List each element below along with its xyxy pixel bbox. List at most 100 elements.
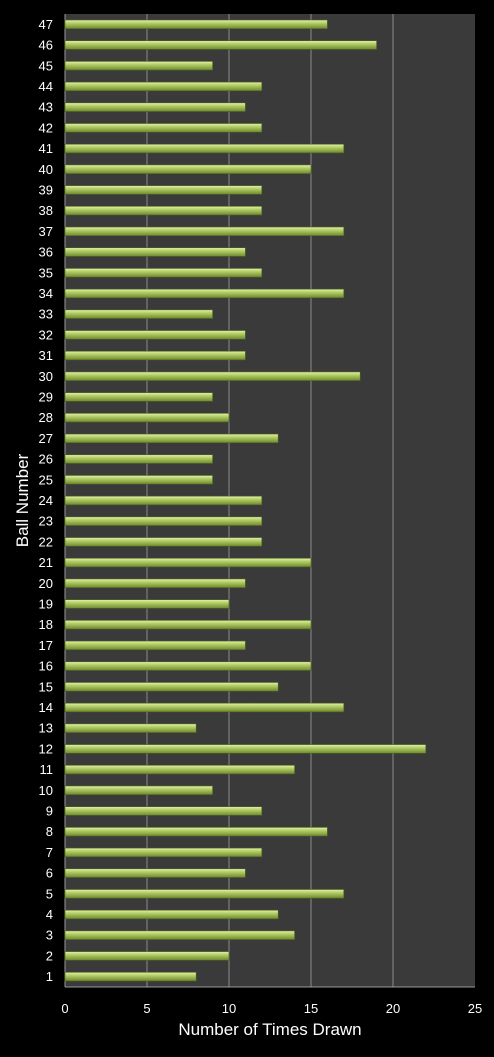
x-tick-labels: 0 5 10 15 20 25 bbox=[61, 1001, 482, 1016]
y-tick-label: 13 bbox=[39, 721, 53, 736]
y-tick-label: 40 bbox=[39, 162, 53, 177]
y-tick-label: 38 bbox=[39, 203, 53, 218]
y-tick-label: 47 bbox=[39, 17, 53, 32]
y-tick-label: 20 bbox=[39, 576, 53, 591]
y-tick-label: 5 bbox=[46, 886, 53, 901]
bar bbox=[64, 951, 230, 961]
y-tick-label: 39 bbox=[39, 182, 53, 197]
y-tick-label: 15 bbox=[39, 679, 53, 694]
y-tick-label: 18 bbox=[39, 617, 53, 632]
bar bbox=[64, 102, 246, 112]
bars bbox=[64, 19, 427, 982]
x-tick-label: 10 bbox=[222, 1001, 236, 1016]
y-tick-label: 2 bbox=[46, 948, 53, 963]
y-tick-label: 25 bbox=[39, 472, 53, 487]
y-tick-label: 37 bbox=[39, 224, 53, 239]
y-tick-label: 34 bbox=[39, 286, 53, 301]
bar bbox=[64, 475, 213, 485]
x-axis-title: Number of Times Drawn bbox=[178, 1020, 361, 1039]
y-tick-label: 46 bbox=[39, 38, 53, 53]
bar bbox=[64, 516, 263, 526]
y-tick-label: 45 bbox=[39, 58, 53, 73]
y-tick-label: 43 bbox=[39, 100, 53, 115]
bar bbox=[64, 909, 279, 920]
bar bbox=[64, 247, 246, 257]
y-tick-label: 1 bbox=[46, 969, 53, 984]
bar bbox=[64, 454, 213, 464]
bar bbox=[64, 537, 263, 547]
bar bbox=[64, 19, 328, 29]
y-tick-label: 4 bbox=[46, 907, 53, 922]
bar bbox=[64, 164, 312, 174]
bar bbox=[64, 744, 427, 754]
y-tick-label: 6 bbox=[46, 866, 53, 881]
y-tick-label: 19 bbox=[39, 597, 53, 612]
bar bbox=[64, 578, 246, 588]
bar bbox=[64, 143, 345, 154]
x-tick-label: 5 bbox=[143, 1001, 150, 1016]
y-tick-label: 42 bbox=[39, 120, 53, 135]
y-tick-label: 7 bbox=[46, 845, 53, 860]
y-tick-label: 36 bbox=[39, 245, 53, 260]
bar bbox=[64, 785, 213, 795]
y-tick-label: 9 bbox=[46, 804, 53, 819]
bar bbox=[64, 268, 263, 278]
x-tick-label: 20 bbox=[386, 1001, 400, 1016]
bar bbox=[64, 806, 263, 816]
x-tick-label: 15 bbox=[304, 1001, 318, 1016]
bar bbox=[64, 392, 213, 402]
y-axis-title: Ball Number bbox=[13, 453, 32, 547]
y-tick-label: 30 bbox=[39, 369, 53, 384]
bar bbox=[64, 288, 345, 299]
y-tick-label: 41 bbox=[39, 141, 53, 156]
y-tick-label: 12 bbox=[39, 741, 53, 756]
bar bbox=[64, 40, 377, 50]
x-tick-label: 25 bbox=[468, 1001, 482, 1016]
y-tick-label: 11 bbox=[40, 762, 54, 777]
y-tick-label: 17 bbox=[39, 638, 53, 653]
bar bbox=[64, 702, 345, 713]
bar bbox=[64, 557, 312, 568]
bar bbox=[64, 309, 213, 319]
bar bbox=[64, 226, 345, 237]
y-tick-label: 23 bbox=[39, 514, 53, 529]
y-tick-labels: 1234567891011121314151617181920212223242… bbox=[39, 17, 53, 984]
y-tick-label: 14 bbox=[39, 700, 53, 715]
bar bbox=[64, 847, 263, 858]
bar bbox=[64, 599, 230, 609]
y-tick-label: 27 bbox=[39, 431, 53, 446]
y-tick-label: 21 bbox=[39, 555, 53, 570]
bar bbox=[64, 661, 312, 671]
bar bbox=[64, 930, 295, 940]
bar bbox=[64, 371, 361, 381]
bar bbox=[64, 185, 263, 195]
bar bbox=[64, 682, 279, 692]
bar bbox=[64, 81, 263, 92]
y-tick-label: 8 bbox=[46, 824, 53, 839]
y-tick-label: 10 bbox=[39, 783, 53, 798]
y-tick-label: 16 bbox=[39, 659, 53, 674]
bar bbox=[64, 350, 246, 361]
y-tick-label: 35 bbox=[39, 265, 53, 280]
bar bbox=[64, 640, 246, 651]
y-tick-label: 32 bbox=[39, 327, 53, 342]
y-tick-label: 33 bbox=[39, 307, 53, 322]
bar bbox=[64, 330, 246, 340]
bar bbox=[64, 495, 263, 506]
bar bbox=[64, 868, 246, 878]
y-tick-label: 22 bbox=[39, 534, 53, 549]
y-tick-label: 31 bbox=[39, 348, 53, 363]
y-tick-label: 44 bbox=[39, 79, 53, 94]
x-tick-label: 0 bbox=[61, 1001, 68, 1016]
y-tick-label: 26 bbox=[39, 452, 53, 467]
bar bbox=[64, 620, 312, 630]
bar bbox=[64, 206, 263, 216]
bar bbox=[64, 972, 197, 982]
y-tick-label: 3 bbox=[46, 928, 53, 943]
bar bbox=[64, 123, 263, 133]
bar bbox=[64, 61, 213, 71]
bar bbox=[64, 723, 197, 733]
bar bbox=[64, 889, 345, 899]
y-tick-label: 24 bbox=[39, 493, 53, 508]
